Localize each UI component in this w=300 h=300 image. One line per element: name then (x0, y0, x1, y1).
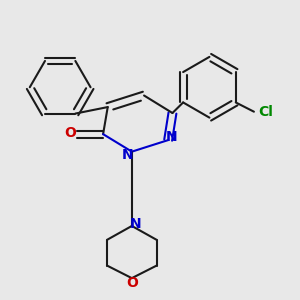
Text: O: O (126, 276, 138, 290)
Text: N: N (166, 130, 177, 145)
Text: N: N (122, 148, 134, 162)
Text: O: O (64, 127, 76, 140)
Text: N: N (129, 217, 141, 231)
Text: Cl: Cl (258, 105, 273, 119)
